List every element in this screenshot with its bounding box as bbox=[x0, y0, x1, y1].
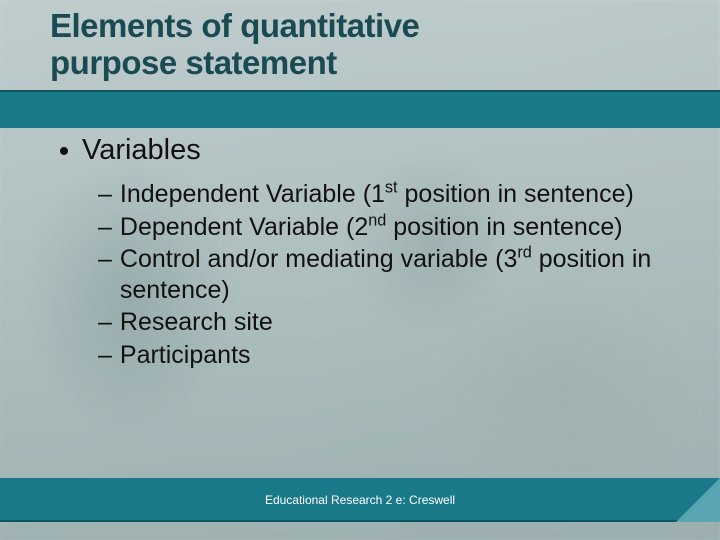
footer-text: Educational Research 2 e: Creswell bbox=[265, 493, 455, 507]
slide: Elements of quantitative purpose stateme… bbox=[0, 0, 720, 540]
sub-item-text: Dependent Variable (2nd position in sent… bbox=[120, 212, 660, 243]
content-area: Variables –Independent Variable (1st pos… bbox=[0, 112, 720, 370]
footer-bar: Educational Research 2 e: Creswell bbox=[0, 478, 720, 522]
top-bullet-text: Variables bbox=[82, 134, 201, 167]
dash-icon: – bbox=[98, 340, 112, 371]
sub-item: –Dependent Variable (2nd position in sen… bbox=[98, 212, 660, 243]
dash-icon: – bbox=[98, 307, 112, 338]
dash-icon: – bbox=[98, 212, 112, 243]
top-bullet: Variables bbox=[60, 134, 660, 167]
slide-title: Elements of quantitative purpose stateme… bbox=[50, 8, 670, 82]
ordinal-superscript: st bbox=[385, 179, 398, 197]
sub-item: –Participants bbox=[98, 340, 660, 371]
sub-item-text: Research site bbox=[120, 307, 660, 338]
sub-list: –Independent Variable (1st position in s… bbox=[60, 179, 660, 370]
dash-icon: – bbox=[98, 244, 112, 275]
bullet-dot-icon bbox=[60, 147, 68, 155]
sub-item: –Control and/or mediating variable (3rd … bbox=[98, 244, 660, 305]
ordinal-superscript: nd bbox=[368, 211, 386, 229]
corner-fold-icon bbox=[676, 478, 720, 522]
sub-item-text: Independent Variable (1st position in se… bbox=[120, 179, 660, 210]
title-line-2: purpose statement bbox=[50, 44, 337, 81]
sub-item-text: Control and/or mediating variable (3rd p… bbox=[120, 244, 660, 305]
sub-item-text: Participants bbox=[120, 340, 660, 371]
ordinal-superscript: rd bbox=[517, 244, 531, 262]
sub-item: –Independent Variable (1st position in s… bbox=[98, 179, 660, 210]
sub-item: –Research site bbox=[98, 307, 660, 338]
title-line-1: Elements of quantitative bbox=[50, 7, 419, 44]
dash-icon: – bbox=[98, 179, 112, 210]
